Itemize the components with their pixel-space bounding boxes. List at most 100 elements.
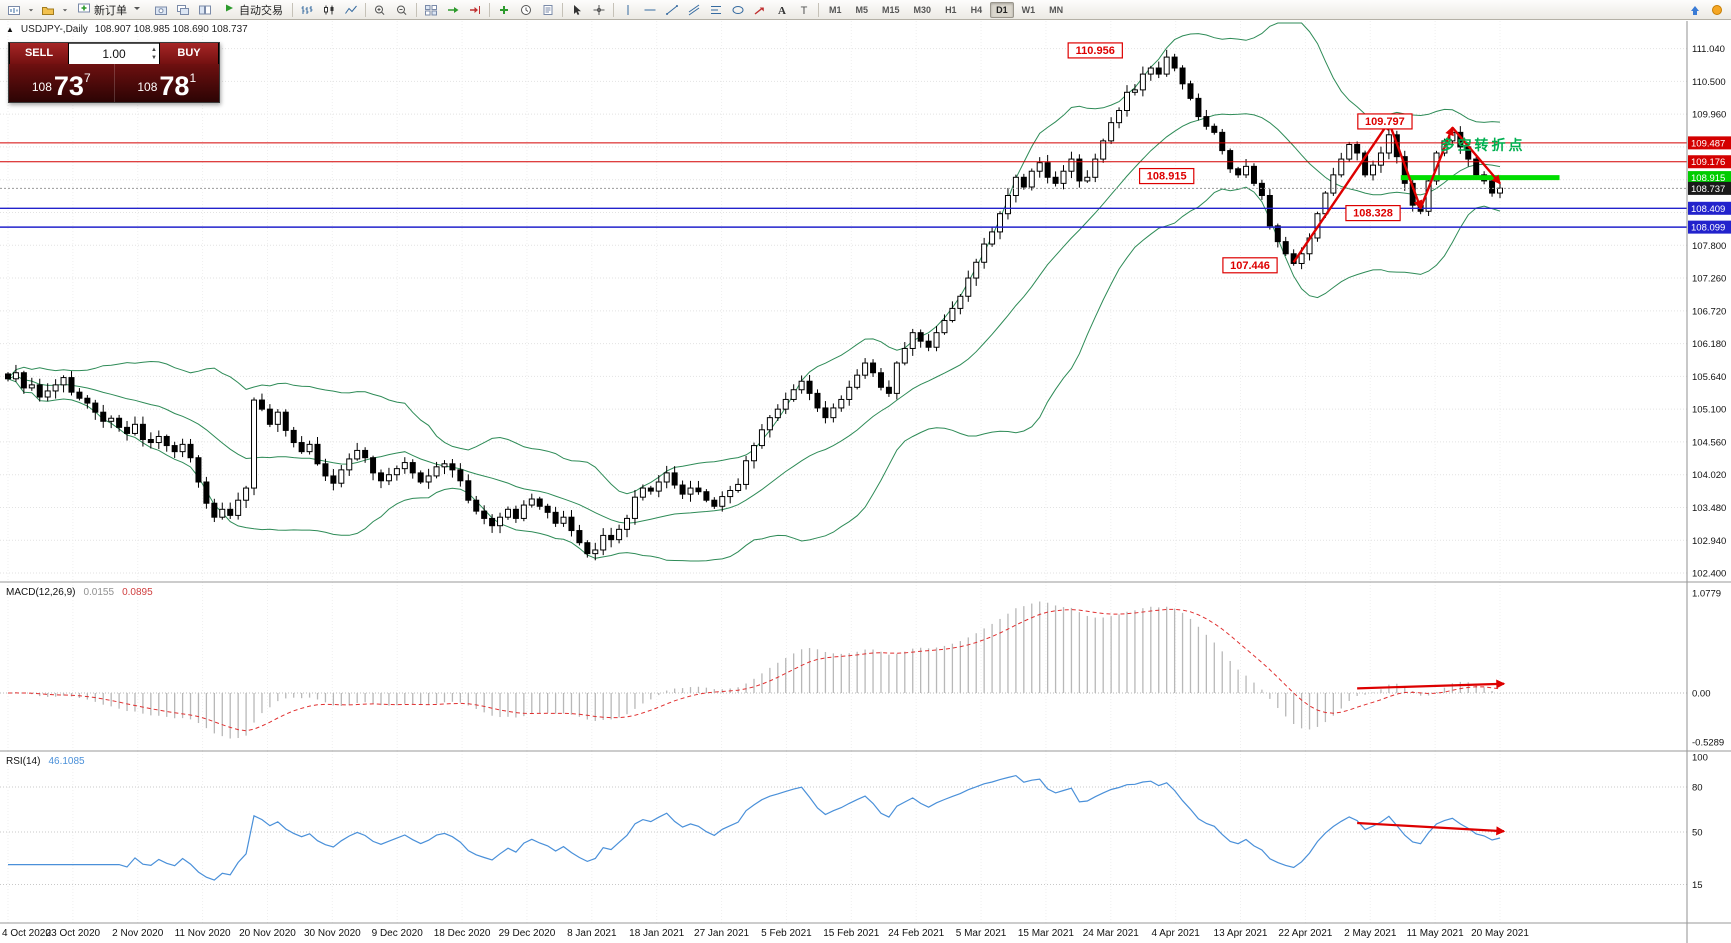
new-order-button-caret-icon[interactable] [130,2,144,17]
bollinger-bands-layer [7,22,1501,562]
macd-scale-label: -0.5289 [1692,738,1724,749]
spinner-up-icon[interactable]: ▲ [151,47,157,53]
price-scale: 111.040 110.500 109.960 107.800 107.260 106.7… [0,21,1731,943]
timeframe-m1[interactable]: M1 [829,4,842,15]
timeframe-m5[interactable]: M5 [855,4,869,15]
oneclick-collapse-icon[interactable]: ▲ [6,25,14,34]
spinner-down-icon[interactable]: ▼ [151,55,157,61]
alert-icon[interactable] [1706,1,1728,19]
price-scale-label: 107.800 [1692,241,1726,252]
scroll-up-icon[interactable] [1684,1,1706,19]
tile-windows-icon[interactable] [420,1,442,19]
macd-signal-line [7,608,1501,732]
bars-icon[interactable] [296,1,318,19]
new-order-button[interactable]: 新订单 [71,1,150,19]
rsi-scale-label: 50 [1692,828,1703,839]
volume-spinner[interactable]: ▲ ▼ [151,46,157,62]
price-scale-label: 103.480 [1692,503,1726,514]
chart-shift-icon[interactable] [464,1,486,19]
vline-icon[interactable] [617,1,639,19]
screenshot-icon[interactable] [150,1,172,19]
text-a-icon[interactable]: A [771,1,793,19]
cursor-icon[interactable] [566,1,588,19]
buy-price-pip: 1 [189,71,197,85]
timeframe-w1[interactable]: W1 [1021,4,1036,15]
price-scale-label: 107.260 [1692,274,1726,285]
price-badge [1688,181,1731,195]
templates-icon[interactable] [537,1,559,19]
label-t-icon[interactable]: T [793,1,815,19]
caret-icon[interactable] [25,1,37,19]
buy-button[interactable]: BUY [159,43,219,64]
new-order-button-label: 新订单 [94,4,127,17]
trend-arrow [1387,121,1423,210]
date-axis-label: 20 May 2021 [1471,928,1529,939]
toolbar-separator [292,2,293,17]
hline-icon[interactable] [639,1,661,19]
arrows-icon[interactable] [749,1,771,19]
one-click-trading-panel: SELL 1.00 ▲ ▼ BUY 108 73 7 108 78 1 [8,42,220,103]
macd-label: MACD(12,26,9) 0.0155 0.0895 [6,587,153,598]
sell-button[interactable]: SELL [9,43,69,64]
timeframe-mn[interactable]: MN [1049,4,1064,15]
trend-arrow [1419,126,1454,209]
sell-price[interactable]: 108 73 7 [9,64,115,102]
profiles-icon[interactable] [37,1,59,19]
zoom-in-icon[interactable] [369,1,391,19]
date-axis-label: 2 Nov 2020 [112,928,164,939]
trend-arrow [1292,120,1390,263]
sell-price-prefix: 108 [31,80,52,94]
indicators-icon[interactable] [493,1,515,19]
timeframe-m30[interactable]: M30 [913,4,932,15]
price-annotation-text: 109.797 [1365,116,1405,128]
fibo-icon[interactable] [705,1,727,19]
shapes-icon[interactable] [727,1,749,19]
linechart-icon[interactable] [340,1,362,19]
svg-text:A: A [778,5,786,16]
timeframe-h1[interactable]: H1 [945,4,957,15]
rsi-label: RSI(14) 46.1085 [6,756,85,767]
new-chart-icon[interactable] [3,1,25,19]
price-badge-text: 108.737 [1691,184,1725,195]
volume-input[interactable]: 1.00 ▲ ▼ [69,43,159,64]
date-axis-label: 27 Jan 2021 [694,928,749,939]
price-badge-text: 109.176 [1691,157,1725,168]
price-badge [1688,220,1731,234]
channel-icon[interactable] [683,1,705,19]
timeframe-d1[interactable]: D1 [990,1,1014,18]
trade-panel-controls: SELL 1.00 ▲ ▼ BUY [9,43,219,64]
price-scale-label: 102.400 [1692,569,1726,580]
auto-scroll-icon[interactable] [442,1,464,19]
timeframe-h4[interactable]: H4 [970,4,983,15]
rsi-scale-label: 100 [1692,753,1708,764]
price-badge [1688,155,1731,169]
periods-icon[interactable] [515,1,537,19]
timeframe-m15[interactable]: M15 [882,4,900,15]
svg-text:T: T [801,5,808,16]
toolbar: 新订单 自动交易 A T M1 M5 M15 M30 H1 H4 D1 W1 MN [0,0,1731,20]
caret-icon[interactable] [59,1,71,19]
trendline-icon[interactable] [661,1,683,19]
rsi-scale-label: 80 [1692,783,1703,794]
macd-scale-label: 0.00 [1692,689,1711,700]
rsi-line [8,774,1501,881]
price-annotation-text: 108.915 [1147,171,1187,183]
date-axis-label: 5 Mar 2021 [956,928,1007,939]
autotrade-button[interactable]: 自动交易 [216,1,289,19]
tile-h-icon[interactable] [194,1,216,19]
date-axis-label: 8 Jan 2021 [567,928,617,939]
crosshair-icon[interactable] [588,1,610,19]
date-axis-label: 13 Apr 2021 [1214,928,1268,939]
toolbar-separator [365,2,366,17]
candles-icon[interactable] [318,1,340,19]
bollinger-lower-band [7,186,1501,562]
toolbar-separator [818,2,819,17]
price-badge-text: 108.915 [1691,173,1725,184]
zoom-out-icon[interactable] [391,1,413,19]
buy-price[interactable]: 108 78 1 [115,64,220,102]
cascade-icon[interactable] [172,1,194,19]
date-axis-label: 2 May 2021 [1344,928,1397,939]
symbol-name: USDJPY-,Daily [20,24,88,35]
date-axis-label: 15 Feb 2021 [823,928,880,939]
